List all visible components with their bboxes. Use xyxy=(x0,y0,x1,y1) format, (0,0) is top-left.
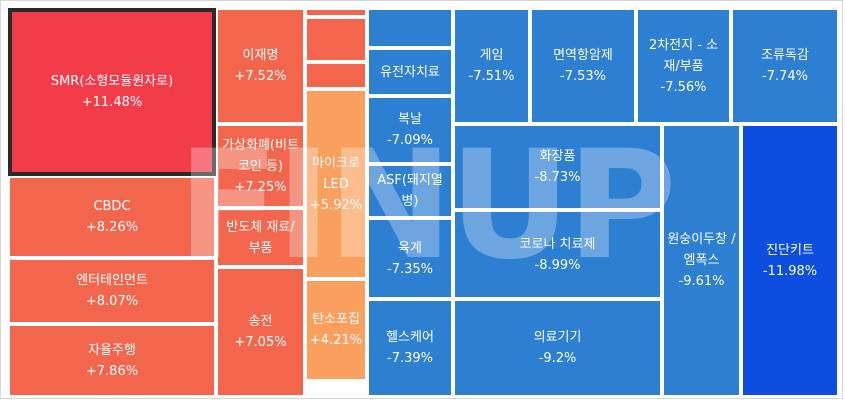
tile-change-value: -11.98% xyxy=(762,263,818,279)
treemap-tile[interactable]: 화장품 -8.73% xyxy=(453,124,662,210)
treemap-tile[interactable]: 복날 -7.09% xyxy=(367,96,453,164)
tile-content: 가상화폐(비트코인 등) +7.25% xyxy=(218,135,303,198)
treemap-tile[interactable]: 반도체 재료/부품 xyxy=(216,208,305,267)
treemap-tile[interactable]: 송전 +7.05% xyxy=(216,267,305,397)
tile-change-value: +8.07% xyxy=(85,294,139,309)
tile-change-value: -7.74% xyxy=(762,69,808,84)
tile-label: 유전자치료 xyxy=(380,64,440,80)
tile-label: 이재명 xyxy=(242,48,279,63)
treemap-tile[interactable]: SMR(소형모듈원자로) +11.48% xyxy=(8,8,216,176)
tile-content: 면역항암제 -7.53% xyxy=(550,45,616,87)
tile-content: 탄소포집 +4.21% xyxy=(307,309,365,351)
tile-label: 반도체 재료/부품 xyxy=(226,219,295,256)
tile-change-value: +7.86% xyxy=(85,363,139,379)
tile-label: 엔터테인먼트 xyxy=(76,273,148,288)
tile-label: 자율주행 xyxy=(88,342,136,358)
tile-content: CBDC +8.26% xyxy=(83,196,141,238)
tile-content: 자율주행 +7.86% xyxy=(83,340,141,382)
treemap-tile[interactable]: 탄소포집 +4.21% xyxy=(305,279,367,381)
tile-content: 유전자치료 xyxy=(377,62,443,83)
tile-content: 2차전지 - 소재/부품 -7.56% xyxy=(638,35,729,98)
treemap-tile[interactable]: 진단키트 -11.98% xyxy=(741,124,839,397)
tile-content: 화장품 -8.73% xyxy=(532,146,584,188)
treemap-tile[interactable]: 게임 -7.51% xyxy=(453,8,530,124)
tile-label: 조류독감 xyxy=(761,48,809,63)
tile-change-value: -7.56% xyxy=(660,79,707,95)
tile-change-value: +7.05% xyxy=(234,335,287,350)
tile-label: 가상화폐(비트코인 등) xyxy=(222,137,299,174)
tile-label: SMR(소형모듈원자로) xyxy=(50,74,174,89)
tile-content: 게임 -7.51% xyxy=(466,45,518,87)
treemap-tile[interactable] xyxy=(305,8,367,17)
treemap-tile[interactable] xyxy=(305,62,367,89)
tile-content: 진단키트 -11.98% xyxy=(760,240,820,282)
tile-change-value: -8.99% xyxy=(534,257,581,273)
tile-label: 복날 xyxy=(398,112,422,127)
tile-content: 의료기기 -9.2% xyxy=(531,327,585,369)
tile-label: 마이크로LED xyxy=(312,155,360,192)
tile-content: SMR(소형모듈원자로) +11.48% xyxy=(48,71,176,113)
tile-change-value: -9.61% xyxy=(678,274,725,289)
tile-label: 헬스케어 xyxy=(386,330,434,345)
treemap-tile[interactable]: CBDC +8.26% xyxy=(8,176,216,258)
tile-change-value: +8.26% xyxy=(85,220,139,235)
tile-content: 엔터테인먼트 +8.07% xyxy=(73,270,151,312)
treemap-tile[interactable]: 2차전지 - 소재/부품 -7.56% xyxy=(636,8,731,124)
tile-change-value: -9.2% xyxy=(538,351,577,366)
tile-label: 진단키트 xyxy=(766,242,814,258)
tile-change-value: -7.53% xyxy=(560,69,606,84)
tile-label: 코로나 치료제 xyxy=(519,236,596,252)
tile-change-value: -7.51% xyxy=(468,69,515,84)
tile-label: 게임 xyxy=(479,48,504,63)
tile-label: 화장품 xyxy=(539,149,576,164)
treemap-tile[interactable]: 자율주행 +7.86% xyxy=(8,324,216,397)
treemap-tile[interactable]: 조류독감 -7.74% xyxy=(731,8,839,124)
tile-content: 헬스케어 -7.39% xyxy=(383,327,437,369)
treemap-tile[interactable] xyxy=(305,17,367,62)
tile-label: 탄소포집 xyxy=(312,312,360,327)
tile-content: 이재명 +7.52% xyxy=(231,45,289,87)
tile-label: 육계 xyxy=(398,240,422,256)
treemap-tile[interactable]: 마이크로LED +5.92% xyxy=(305,89,367,279)
treemap-tile[interactable]: 의료기기 -9.2% xyxy=(453,299,662,397)
tile-label: 송전 xyxy=(248,314,273,329)
tile-change-value: -7.09% xyxy=(387,133,433,148)
tile-change-value: +7.52% xyxy=(234,69,287,84)
tile-content: ASF(돼지열병) xyxy=(369,170,451,212)
tile-content: 육계 -7.35% xyxy=(384,238,436,280)
treemap-tile[interactable]: 유전자치료 xyxy=(367,48,453,96)
tile-label: 2차전지 - 소재/부품 xyxy=(648,37,719,74)
treemap-tile[interactable]: 이재명 +7.52% xyxy=(216,8,305,124)
tile-label: 원숭이두창 / 엠폭스 xyxy=(667,232,736,268)
tile-content: 마이크로LED +5.92% xyxy=(307,153,365,216)
tile-content: 원숭이두창 / 엠폭스 -9.61% xyxy=(664,229,739,292)
tile-change-value: -7.35% xyxy=(387,261,433,277)
tile-change-value: -7.39% xyxy=(387,351,433,366)
tile-label: 의료기기 xyxy=(533,330,582,345)
tile-content: 반도체 재료/부품 xyxy=(218,217,303,259)
treemap-tile[interactable]: 면역항암제 -7.53% xyxy=(530,8,636,124)
tile-content: 코로나 치료제 -8.99% xyxy=(517,234,599,276)
tile-label: CBDC xyxy=(93,199,131,214)
tile-change-value: +11.48% xyxy=(81,95,143,110)
tile-change-value: -8.73% xyxy=(534,170,581,185)
tile-label: 면역항암제 xyxy=(553,48,613,63)
treemap-tile[interactable]: ASF(돼지열병) xyxy=(367,164,453,218)
treemap-tile[interactable] xyxy=(367,8,453,48)
treemap-tile[interactable]: 육계 -7.35% xyxy=(367,218,453,299)
tile-content: 송전 +7.05% xyxy=(231,311,289,353)
tile-content: 조류독감 -7.74% xyxy=(758,45,812,87)
treemap-tile[interactable]: 가상화폐(비트코인 등) +7.25% xyxy=(216,124,305,208)
tile-change-value: +7.25% xyxy=(234,179,287,195)
treemap-tile[interactable]: 원숭이두창 / 엠폭스 -9.61% xyxy=(662,124,741,397)
treemap-tile[interactable]: 코로나 치료제 -8.99% xyxy=(453,210,662,299)
tile-content: 복날 -7.09% xyxy=(384,109,436,151)
tile-change-value: +5.92% xyxy=(309,197,363,213)
treemap-tile[interactable]: 헬스케어 -7.39% xyxy=(367,299,453,397)
tile-change-value: +4.21% xyxy=(309,333,363,348)
tile-label: ASF(돼지열병) xyxy=(377,173,443,209)
treemap-tile[interactable]: 엔터테인먼트 +8.07% xyxy=(8,258,216,324)
